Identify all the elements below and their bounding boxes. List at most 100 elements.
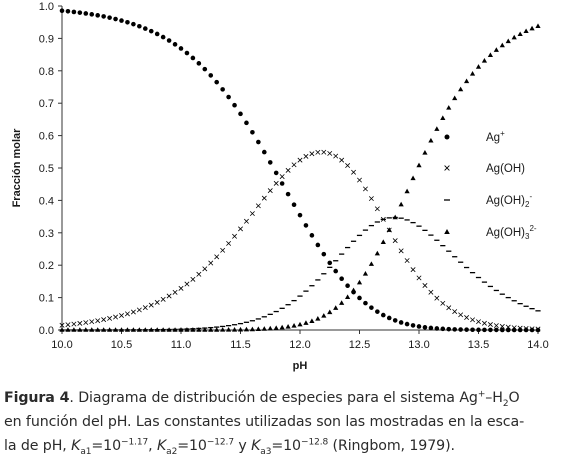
point-ag-oh bbox=[416, 275, 422, 281]
point-ag-oh bbox=[410, 267, 416, 273]
point-ag-plus bbox=[65, 9, 71, 14]
point-ag-plus bbox=[452, 327, 458, 332]
point-ag-oh3 bbox=[112, 327, 119, 332]
point-ag-oh bbox=[297, 157, 303, 163]
point-ag-plus bbox=[357, 295, 362, 301]
point-ag-oh3 bbox=[464, 78, 470, 84]
point-ag-oh3 bbox=[142, 327, 148, 332]
point-ag-oh bbox=[440, 300, 446, 306]
point-ag-oh3 bbox=[386, 227, 392, 232]
point-ag-oh3 bbox=[475, 64, 482, 69]
point-ag-oh bbox=[499, 323, 505, 329]
point-ag-plus bbox=[148, 28, 154, 34]
point-ag-oh3 bbox=[279, 324, 285, 330]
point-ag-oh3 bbox=[255, 326, 261, 332]
and-word: y bbox=[233, 438, 252, 454]
x-tick-label: 11.0 bbox=[171, 339, 192, 351]
point-ag-oh bbox=[59, 322, 65, 328]
point-ag-oh bbox=[184, 281, 190, 287]
legend-label: Ag(OH)2- bbox=[486, 192, 532, 209]
point-ag-plus bbox=[363, 300, 368, 306]
point-ag-oh3 bbox=[392, 214, 398, 220]
point-ag-oh bbox=[458, 312, 464, 318]
point-ag-plus bbox=[321, 251, 327, 257]
point-ag-plus bbox=[131, 21, 136, 27]
point-ag-plus bbox=[535, 327, 541, 333]
point-ag-oh3 bbox=[107, 327, 113, 332]
point-ag-oh bbox=[220, 247, 226, 253]
point-ag-plus bbox=[273, 170, 279, 176]
point-ag-oh bbox=[95, 318, 101, 324]
point-ag-oh bbox=[291, 162, 297, 168]
point-ag-oh3 bbox=[261, 326, 267, 331]
point-ag-plus bbox=[369, 305, 374, 310]
point-ag-plus bbox=[470, 327, 475, 333]
point-ag-oh3 bbox=[428, 137, 434, 143]
x-tick-label: 14.0 bbox=[527, 339, 548, 351]
point-ag-plus bbox=[381, 312, 386, 318]
point-ag-oh bbox=[273, 180, 279, 186]
caption-line-1: Figura 4. Diagrama de distribución de es… bbox=[4, 386, 560, 410]
point-ag-oh bbox=[404, 258, 410, 264]
point-ag-plus bbox=[166, 38, 172, 43]
point-ag-oh3 bbox=[380, 239, 386, 244]
point-ag-oh3 bbox=[339, 300, 345, 305]
point-ag-plus bbox=[511, 327, 517, 333]
k3-sub: a3 bbox=[260, 446, 272, 457]
caption-text-3a: la de pH, bbox=[4, 438, 72, 454]
point-ag-oh bbox=[523, 326, 529, 331]
caption-text-1b: –H bbox=[485, 390, 503, 406]
point-ag-oh3 bbox=[505, 38, 511, 44]
point-ag-plus bbox=[238, 111, 243, 117]
point-ag-oh3 bbox=[130, 327, 136, 332]
point-ag-oh bbox=[255, 203, 261, 209]
point-ag-plus bbox=[434, 326, 440, 331]
k3-exp: −12.8 bbox=[301, 437, 329, 448]
point-ag-oh3 bbox=[77, 327, 83, 332]
point-ag-oh3 bbox=[422, 150, 428, 155]
point-ag-plus bbox=[172, 42, 178, 47]
point-ag-oh3 bbox=[273, 325, 279, 330]
point-ag-plus bbox=[208, 73, 214, 78]
point-ag-oh3 bbox=[297, 321, 303, 327]
point-ag-plus bbox=[458, 327, 463, 332]
point-ag-oh3 bbox=[529, 25, 535, 31]
point-ag-plus bbox=[95, 13, 100, 18]
caption-line-3: la de pH, Ka1=10−1.17, Ka2=10−12.7 y Ka3… bbox=[4, 434, 560, 458]
point-ag-oh bbox=[362, 186, 368, 192]
x-tick-label: 13.0 bbox=[408, 339, 429, 351]
point-ag-oh bbox=[279, 174, 285, 180]
point-ag-oh3 bbox=[249, 326, 255, 332]
point-ag-plus bbox=[262, 149, 267, 155]
point-ag-oh3 bbox=[291, 323, 297, 328]
point-ag-oh3 bbox=[184, 327, 190, 332]
point-ag-oh3 bbox=[208, 327, 214, 332]
point-ag-plus bbox=[160, 34, 166, 40]
point-ag-plus bbox=[285, 191, 291, 197]
point-ag-oh bbox=[214, 254, 220, 260]
y-tick-label: 0.2 bbox=[39, 260, 54, 272]
x-tick-label: 11.5 bbox=[230, 339, 251, 351]
point-ag-plus bbox=[77, 10, 83, 15]
point-ag-plus bbox=[327, 260, 333, 266]
point-ag-plus bbox=[178, 46, 184, 51]
y-tick-label: 0.7 bbox=[39, 98, 54, 110]
point-ag-oh bbox=[178, 285, 184, 291]
point-ag-oh3 bbox=[202, 327, 208, 332]
point-ag-oh bbox=[142, 305, 148, 311]
point-ag-oh3 bbox=[345, 294, 351, 299]
point-ag-oh3 bbox=[446, 105, 452, 110]
point-ag-oh bbox=[511, 325, 517, 331]
point-ag-oh3 bbox=[101, 327, 107, 332]
point-ag-oh bbox=[351, 169, 357, 175]
point-ag-plus bbox=[137, 23, 142, 29]
figure-caption: Figura 4. Diagrama de distribución de es… bbox=[4, 386, 560, 458]
point-ag-oh bbox=[196, 271, 202, 277]
k2-value: =10 bbox=[177, 438, 207, 454]
k1-symbol: K bbox=[71, 438, 81, 454]
point-ag-oh3 bbox=[517, 31, 523, 37]
point-ag-oh bbox=[267, 188, 273, 194]
point-ag-oh bbox=[333, 153, 339, 159]
y-tick-label: 0.4 bbox=[39, 195, 54, 207]
caption-text-1a: . Diagrama de distribución de especies p… bbox=[69, 390, 478, 406]
